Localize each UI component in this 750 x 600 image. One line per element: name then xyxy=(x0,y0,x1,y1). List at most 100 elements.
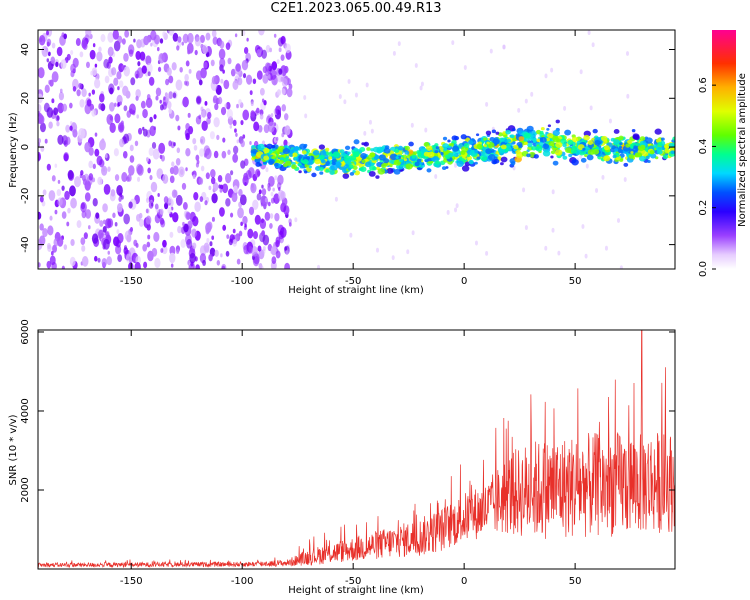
spectrogram-y-ticks: -40 -20 0 20 40 xyxy=(20,43,675,253)
spectrogram-cell xyxy=(81,210,87,219)
spectrogram-cell xyxy=(38,142,41,147)
spectrogram-cell-ridge xyxy=(319,166,324,172)
spectrogram-cell xyxy=(242,109,250,121)
spectrogram-cell xyxy=(267,201,271,207)
spectrogram-cell-faint xyxy=(370,128,374,134)
snr-x-tick-label: 0 xyxy=(461,576,467,587)
spectrogram-cell xyxy=(196,96,201,104)
spectrogram-cell-ridge xyxy=(325,168,330,173)
spectrogram-cell-ridge xyxy=(476,156,481,160)
spectrogram-cell-ridge xyxy=(375,175,380,179)
spectrogram-cell xyxy=(185,147,191,157)
spectrogram-cell xyxy=(63,153,69,162)
spectrogram-cell xyxy=(230,68,236,77)
spectrogram-cell xyxy=(168,75,174,84)
spectrogram-cell xyxy=(171,62,177,71)
spectrogram-cell-ridge xyxy=(582,147,586,151)
snr-x-tick-label: -50 xyxy=(345,576,361,587)
spectrogram-cell-faint xyxy=(276,59,280,65)
spectrogram-cell xyxy=(135,242,139,248)
spectrogram-cell xyxy=(102,225,107,233)
spectrogram-cell xyxy=(250,101,254,107)
spectrogram-cell xyxy=(273,33,277,38)
spectrogram-cell-ridge xyxy=(613,129,620,134)
spectrogram-cell-ridge xyxy=(370,162,375,166)
spectrogram-cell-ridge xyxy=(466,155,472,161)
spectrogram-cell xyxy=(159,217,165,225)
spectrogram-cell xyxy=(259,113,264,120)
spectrogram-cell xyxy=(82,178,88,186)
spectrogram-cell xyxy=(142,108,148,119)
spectrogram-cell-ridge xyxy=(394,148,400,153)
spectrogram-cell xyxy=(243,47,249,55)
spectrogram-cell xyxy=(121,64,125,70)
spectrogram-cell xyxy=(109,122,116,134)
spectrogram-cell-ridge xyxy=(461,165,470,172)
spectrogram-cell xyxy=(249,141,252,145)
spectrogram-cell-ridge xyxy=(662,154,669,160)
spectrogram-x-tick-label: -150 xyxy=(120,276,143,287)
spectrogram-cell xyxy=(236,139,239,144)
spectrogram-cell xyxy=(165,78,170,86)
spectrogram-cell xyxy=(70,49,74,55)
spectrogram-cell xyxy=(92,197,98,207)
spectrogram-cell xyxy=(273,80,277,85)
spectrogram-cell-ridge xyxy=(618,145,623,149)
spectrogram-cell xyxy=(167,196,173,204)
snr-x-tick-label: 50 xyxy=(569,576,582,587)
spectrogram-cell xyxy=(70,70,75,78)
spectrogram-cell-faint xyxy=(557,250,561,256)
spectrogram-cell-faint xyxy=(455,203,459,209)
spectrogram-cell xyxy=(139,51,146,61)
spectrogram-cell xyxy=(227,149,231,155)
spectrogram-cell xyxy=(261,98,265,103)
spectrogram-cell xyxy=(38,67,45,79)
spectrogram-cell xyxy=(89,49,96,60)
spectrogram-cell-ridge xyxy=(539,136,547,143)
spectrogram-cell xyxy=(128,165,135,176)
spectrogram-cell-ridge xyxy=(347,167,352,171)
spectrogram-cell xyxy=(262,74,269,84)
spectrogram-cell-ridge xyxy=(527,140,531,144)
spectrogram-cell xyxy=(239,194,247,206)
colorbar-tick-label: 0.6 xyxy=(698,77,709,93)
spectrogram-cell-faint xyxy=(260,265,264,269)
spectrogram-cell xyxy=(208,185,212,191)
spectrogram-cell xyxy=(233,145,239,155)
spectrogram-cell xyxy=(145,215,152,225)
spectrogram-cell xyxy=(230,170,234,176)
spectrogram-cell xyxy=(79,51,84,58)
spectrogram-cell-faint xyxy=(551,189,555,195)
spectrogram-cell-ridge xyxy=(500,162,504,166)
spectrogram-cell xyxy=(277,224,285,236)
spectrogram-cell xyxy=(177,36,182,43)
spectrogram-cell xyxy=(278,47,282,53)
spectrogram-cell xyxy=(160,248,164,253)
spectrogram-cell xyxy=(107,46,114,57)
spectrogram-cell xyxy=(91,233,99,244)
spectrogram-cell xyxy=(261,188,267,196)
spectrogram-cell xyxy=(216,260,221,266)
spectrogram-cell-faint xyxy=(392,51,396,56)
spectrogram-cell-faint xyxy=(285,250,289,256)
spectrogram-cell-faint xyxy=(485,250,489,256)
spectrogram-cell-ridge xyxy=(434,150,439,154)
spectrogram-y-tick-label: 40 xyxy=(20,43,31,56)
spectrogram-cell xyxy=(128,49,134,57)
spectrogram-cell xyxy=(263,124,270,134)
spectrogram-cell xyxy=(281,132,285,138)
spectrogram-cell xyxy=(210,177,216,185)
snr-y-tick-label: 6000 xyxy=(20,319,31,344)
spectrogram-cell-faint xyxy=(354,92,358,98)
spectrogram-cell xyxy=(150,202,154,207)
spectrogram-cell xyxy=(97,176,103,186)
spectrogram-cell xyxy=(261,230,266,237)
spectrogram-cell xyxy=(221,265,226,269)
spectrogram-cell xyxy=(143,35,150,46)
spectrogram-cell xyxy=(76,89,81,97)
spectrogram-cell xyxy=(199,196,204,202)
spectrogram-cell xyxy=(163,196,169,204)
spectrogram-cell xyxy=(258,30,265,36)
spectrogram-cell xyxy=(169,175,175,184)
spectrogram-cell xyxy=(269,213,274,219)
